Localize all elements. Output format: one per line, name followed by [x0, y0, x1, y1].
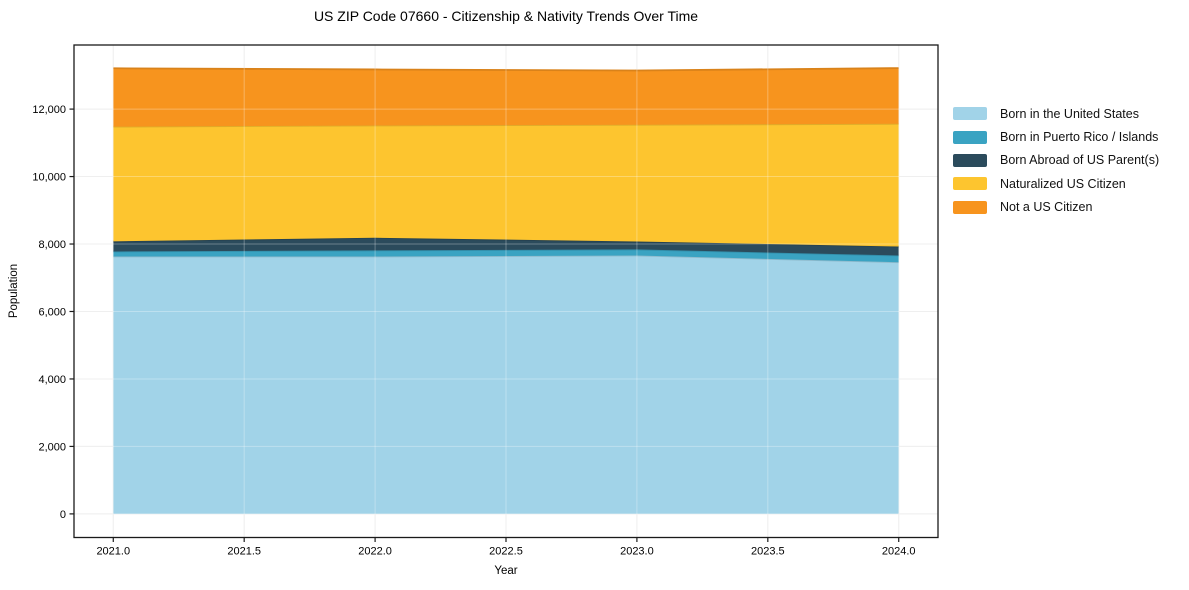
area-edge [113, 67, 899, 72]
legend-swatch [953, 107, 987, 121]
legend-label: Naturalized US Citizen [1000, 176, 1126, 191]
legend-label: Born in Puerto Rico / Islands [1000, 130, 1159, 145]
x-tick-label: 2022.0 [358, 546, 392, 558]
y-tick-label: 0 [60, 509, 66, 521]
area-not-a-us-citizen [113, 68, 899, 127]
legend-item: Born in the United States [953, 102, 1159, 125]
x-axis-label: Year [494, 565, 518, 577]
y-tick-label: 4,000 [38, 374, 66, 386]
y-tick-label: 12,000 [32, 104, 66, 116]
area-naturalized-us-citizen [113, 123, 899, 247]
y-axis-label: Population [8, 263, 20, 319]
chart-title: US ZIP Code 07660 - Citizenship & Nativi… [313, 8, 699, 24]
x-tick-label: 2024.0 [882, 546, 916, 558]
legend-swatch [953, 200, 987, 214]
legend-swatch [953, 153, 987, 167]
legend-item: Born Abroad of US Parent(s) [953, 149, 1159, 172]
legend-item: Not a US Citizen [953, 196, 1159, 219]
area-born-in-puerto-rico-islands [113, 249, 899, 263]
legend: Born in the United States Born in Puerto … [953, 102, 1159, 219]
x-tick-label: 2023.5 [751, 546, 785, 558]
x-tick-label: 2021.0 [96, 546, 130, 558]
y-tick-label: 8,000 [38, 239, 66, 251]
y-tick-label: 2,000 [38, 441, 66, 453]
x-tick-label: 2023.0 [620, 546, 654, 558]
legend-swatch [953, 177, 987, 191]
y-tick-label: 6,000 [38, 306, 66, 318]
legend-label: Born in the United States [1000, 106, 1139, 121]
legend-item: Naturalized US Citizen [953, 172, 1159, 195]
legend-label: Born Abroad of US Parent(s) [1000, 153, 1160, 168]
area-born-in-the-united-states [113, 255, 899, 514]
legend-item: Born in Puerto Rico / Islands [953, 125, 1159, 148]
y-tick-label: 10,000 [32, 172, 66, 184]
area-born-abroad-of-us-parent-s- [113, 237, 899, 256]
x-tick-label: 2021.5 [227, 546, 261, 558]
legend-swatch [953, 130, 987, 144]
x-tick-label: 2022.5 [489, 546, 523, 558]
legend-label: Not a US Citizen [1000, 200, 1093, 215]
